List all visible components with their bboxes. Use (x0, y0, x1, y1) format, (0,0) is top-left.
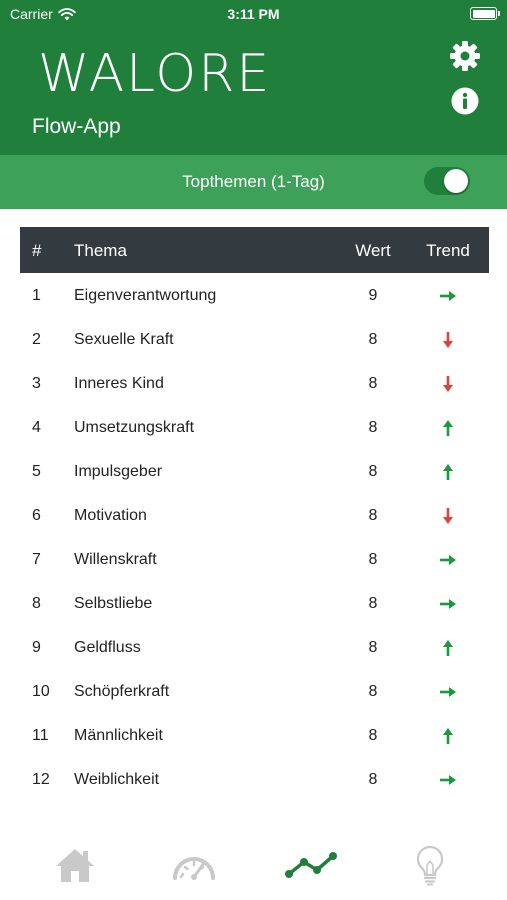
table-row[interactable]: 11 Männlichkeit 8 (20, 714, 489, 758)
row-number: 7 (32, 551, 41, 568)
themes-table: 1 Eigenverantwortung 9 2 Sexuelle Kraft 8 3 Inn… (20, 274, 489, 802)
row-theme: Männlichkeit (74, 727, 163, 744)
app-subtitle: Flow-App (32, 115, 121, 138)
row-value: 8 (368, 463, 378, 480)
row-number: 4 (32, 419, 41, 436)
arrow-up-icon (414, 725, 482, 747)
table-row[interactable]: 3 Inneres Kind 8 (20, 362, 489, 406)
row-theme: Willenskraft (74, 551, 157, 568)
header-trend: Trend (426, 241, 470, 260)
tab-trends[interactable] (281, 842, 341, 888)
row-number: 1 (32, 287, 41, 304)
table-row[interactable]: 1 Eigenverantwortung 9 (20, 274, 489, 318)
row-value: 8 (368, 375, 378, 392)
arrow-down-icon (414, 505, 482, 527)
arrow-up-icon (414, 461, 482, 483)
row-value: 8 (368, 683, 378, 700)
table-row[interactable]: 9 Geldfluss 8 (20, 626, 489, 670)
gauge-icon (173, 857, 215, 880)
row-number: 10 (32, 683, 50, 700)
tab-home[interactable] (45, 842, 105, 888)
row-number: 9 (32, 639, 41, 656)
row-value: 9 (368, 287, 378, 304)
info-icon[interactable] (451, 87, 479, 115)
row-value: 8 (368, 331, 378, 348)
tab-ideas[interactable] (400, 842, 460, 888)
row-number: 5 (32, 463, 41, 480)
row-value: 8 (368, 419, 378, 436)
row-theme: Eigenverantwortung (74, 287, 217, 304)
arrow-right-icon (414, 285, 482, 307)
row-theme: Sexuelle Kraft (74, 331, 174, 348)
row-theme: Selbstliebe (74, 595, 153, 612)
top-themes-toggle[interactable] (424, 167, 470, 195)
trend-chart-icon (285, 852, 337, 878)
arrow-up-icon (414, 417, 482, 439)
status-time: 3:11 PM (227, 6, 280, 22)
row-value: 8 (368, 551, 378, 568)
row-value: 8 (368, 507, 378, 524)
table-header: # Thema Wert Trend (20, 227, 489, 273)
tab-bar (0, 830, 507, 900)
row-theme: Schöpferkraft (74, 683, 170, 700)
table-row[interactable]: 7 Willenskraft 8 (20, 538, 489, 582)
top-themes-bar: Topthemen (1-Tag) (0, 155, 507, 209)
arrow-right-icon (414, 593, 482, 615)
wifi-icon (58, 7, 76, 20)
row-value: 8 (368, 771, 378, 788)
row-number: 3 (32, 375, 41, 392)
row-number: 6 (32, 507, 41, 524)
app-header: Carrier 3:11 PM WALORE Flow-App (0, 0, 507, 155)
header-value: Wert (355, 241, 391, 260)
row-theme: Geldfluss (74, 639, 141, 656)
row-number: 8 (32, 595, 41, 612)
lightbulb-icon (416, 845, 444, 886)
table-row[interactable]: 2 Sexuelle Kraft 8 (20, 318, 489, 362)
row-number: 12 (32, 771, 50, 788)
table-row[interactable]: 6 Motivation 8 (20, 494, 489, 538)
row-theme: Motivation (74, 507, 147, 524)
table-row[interactable]: 8 Selbstliebe 8 (20, 582, 489, 626)
header-number: # (32, 241, 42, 260)
toggle-knob (444, 169, 468, 193)
table-row[interactable]: 10 Schöpferkraft 8 (20, 670, 489, 714)
row-number: 11 (32, 727, 49, 744)
status-bar: Carrier 3:11 PM (0, 0, 507, 30)
home-icon (56, 849, 94, 882)
row-value: 8 (368, 595, 378, 612)
row-theme: Umsetzungskraft (74, 419, 195, 436)
arrow-right-icon (414, 769, 482, 791)
row-theme: Weiblichkeit (74, 771, 160, 788)
tab-gauge[interactable] (164, 842, 224, 888)
arrow-right-icon (414, 549, 482, 571)
arrow-down-icon (414, 329, 482, 351)
row-number: 2 (32, 331, 41, 348)
arrow-up-icon (414, 637, 482, 659)
arrow-right-icon (414, 681, 482, 703)
row-theme: Inneres Kind (74, 375, 164, 392)
table-row[interactable]: 5 Impulsgeber 8 (20, 450, 489, 494)
gear-icon[interactable] (449, 40, 481, 72)
row-value: 8 (368, 727, 378, 744)
table-row[interactable]: 12 Weiblichkeit 8 (20, 758, 489, 802)
arrow-down-icon (414, 373, 482, 395)
row-value: 8 (368, 639, 378, 656)
carrier-label: Carrier (10, 6, 53, 22)
table-row[interactable]: 4 Umsetzungskraft 8 (20, 406, 489, 450)
walore-logo: WALORE (38, 44, 272, 104)
header-theme: Thema (74, 241, 127, 260)
carrier-indicator: Carrier (10, 6, 76, 22)
row-theme: Impulsgeber (74, 463, 163, 480)
top-themes-label: Topthemen (1-Tag) (182, 172, 325, 191)
battery-icon (470, 7, 500, 20)
